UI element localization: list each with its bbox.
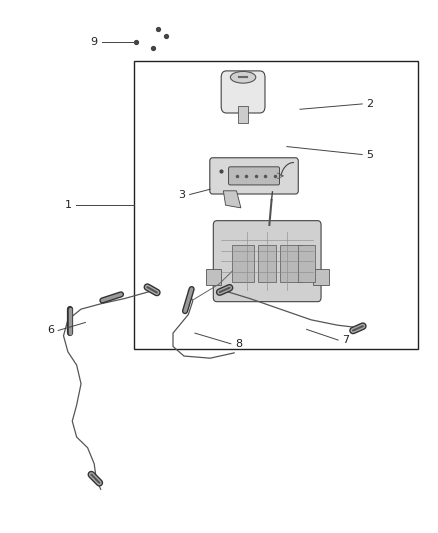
FancyBboxPatch shape bbox=[229, 167, 279, 185]
Text: 9: 9 bbox=[91, 37, 98, 46]
Bar bbox=[238, 106, 248, 123]
Bar bbox=[280, 245, 302, 282]
Text: 1: 1 bbox=[64, 200, 71, 210]
Text: 8: 8 bbox=[235, 339, 242, 349]
Polygon shape bbox=[223, 191, 241, 208]
Bar bbox=[313, 269, 328, 285]
Bar bbox=[232, 245, 254, 282]
Bar bbox=[134, 61, 418, 349]
Text: 5: 5 bbox=[367, 150, 374, 159]
Text: 2: 2 bbox=[367, 99, 374, 109]
Text: 7: 7 bbox=[343, 335, 350, 345]
Bar bbox=[258, 245, 276, 282]
Text: 6: 6 bbox=[47, 326, 54, 335]
FancyBboxPatch shape bbox=[221, 71, 265, 113]
Bar bbox=[206, 269, 221, 285]
Ellipse shape bbox=[230, 71, 256, 83]
Bar bbox=[298, 245, 315, 282]
FancyBboxPatch shape bbox=[210, 158, 298, 194]
Text: 3: 3 bbox=[178, 190, 185, 199]
FancyBboxPatch shape bbox=[213, 221, 321, 302]
